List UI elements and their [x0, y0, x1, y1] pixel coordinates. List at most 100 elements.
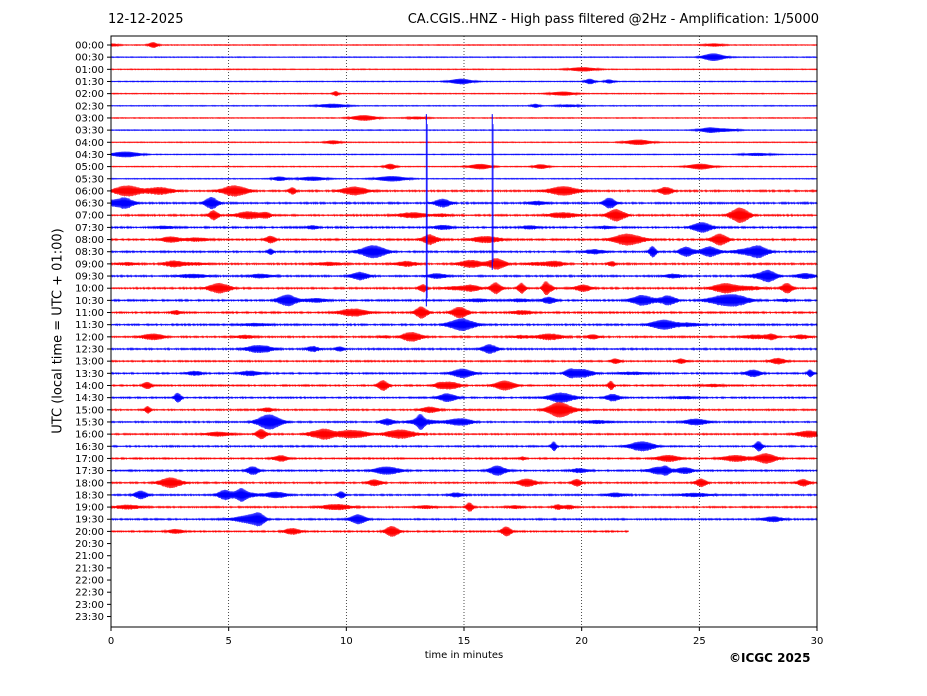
trace-row — [110, 344, 818, 354]
date-label: 12-12-2025 — [108, 12, 184, 27]
x-tick-label: 15 — [458, 636, 471, 647]
trace-row — [110, 233, 818, 246]
x-tick-label: 10 — [340, 636, 353, 647]
x-axis-ticks: 0 5 10 15 20 25 30 — [108, 627, 824, 647]
trace-row — [110, 318, 818, 331]
plot-frame — [110, 35, 818, 628]
y-tick-label: 18:00 — [75, 478, 104, 489]
seismic-traces — [110, 42, 818, 537]
trace-row — [110, 332, 818, 342]
trace-row — [110, 306, 818, 319]
y-tick-label: 06:30 — [75, 199, 104, 210]
y-tick-label: 01:30 — [75, 77, 104, 88]
y-tick-label: 01:00 — [75, 65, 104, 76]
y-tick-label: 15:30 — [75, 417, 104, 428]
y-tick-label: 13:00 — [75, 357, 104, 368]
trace-row — [110, 428, 818, 440]
x-axis-label: time in minutes — [424, 650, 504, 661]
x-tick-label: 30 — [811, 636, 824, 647]
y-tick-label: 08:00 — [75, 235, 104, 246]
y-tick-label: 11:00 — [75, 308, 104, 319]
trace-row — [110, 512, 818, 527]
y-tick-label: 12:30 — [75, 345, 104, 356]
y-tick-label: 09:00 — [75, 259, 104, 270]
y-tick-label: 02:30 — [75, 101, 104, 112]
trace-row — [110, 91, 818, 97]
y-tick-label: 14:30 — [75, 393, 104, 404]
x-tick-label: 25 — [693, 636, 706, 647]
trace-row — [110, 392, 818, 403]
y-tick-label: 19:30 — [75, 515, 104, 526]
y-tick-label: 02:00 — [75, 89, 104, 100]
y-tick-label: 16:00 — [75, 430, 104, 441]
trace-row — [110, 294, 818, 307]
y-tick-label: 17:00 — [75, 454, 104, 465]
trace-row — [110, 176, 818, 182]
y-tick-label: 03:00 — [75, 113, 104, 124]
trace-row — [110, 53, 818, 62]
trace-row — [110, 477, 818, 489]
y-tick-label: 00:30 — [75, 53, 104, 64]
trace-row — [110, 414, 818, 430]
trace-row — [110, 207, 818, 223]
y-tick-label: 07:30 — [75, 223, 104, 234]
vertical-gridlines — [228, 36, 700, 627]
y-tick-label: 22:00 — [75, 576, 104, 587]
trace-row — [110, 185, 818, 197]
y-tick-label: 11:30 — [75, 320, 104, 331]
y-tick-label: 18:30 — [75, 490, 104, 501]
y-tick-label: 07:00 — [75, 211, 104, 222]
trace-row — [110, 453, 818, 464]
trace-row — [110, 502, 818, 512]
y-tick-label: 22:30 — [75, 588, 104, 599]
y-tick-label: 15:00 — [75, 405, 104, 416]
y-tick-label: 21:00 — [75, 551, 104, 562]
y-tick-label: 17:30 — [75, 466, 104, 477]
y-tick-label: 16:30 — [75, 442, 104, 453]
x-tick-label: 0 — [108, 636, 114, 647]
y-tick-label: 05:00 — [75, 162, 104, 173]
y-tick-label: 08:30 — [75, 247, 104, 258]
trace-row — [110, 402, 818, 418]
seismic-events — [425, 114, 494, 307]
trace-row — [110, 103, 818, 109]
x-tick-label: 5 — [225, 636, 231, 647]
y-tick-label: 06:00 — [75, 186, 104, 197]
y-tick-label: 04:00 — [75, 138, 104, 149]
trace-row — [110, 488, 818, 502]
trace-row — [110, 269, 818, 283]
trace-row — [110, 139, 818, 146]
trace-row — [110, 357, 818, 365]
chart-title: CA.CGIS..HNZ - High pass filtered @2Hz -… — [407, 12, 819, 27]
trace-row — [110, 67, 818, 72]
trace-row — [110, 526, 629, 537]
y-tick-label: 10:30 — [75, 296, 104, 307]
y-tick-label: 12:00 — [75, 332, 104, 343]
y-tick-label: 14:00 — [75, 381, 104, 392]
trace-row — [110, 441, 818, 452]
trace-row — [110, 258, 818, 270]
trace-row — [110, 380, 818, 391]
trace-row — [110, 163, 818, 170]
trace-row — [110, 465, 818, 476]
trace-row — [110, 42, 818, 48]
y-tick-label: 09:30 — [75, 272, 104, 283]
trace-row — [110, 281, 818, 296]
y-tick-label: 23:30 — [75, 612, 104, 623]
y-axis-label: UTC (local time = UTC + 01:00) — [50, 228, 66, 434]
trace-row — [110, 222, 818, 233]
y-tick-label: 10:00 — [75, 284, 104, 295]
y-tick-label: 23:00 — [75, 600, 104, 611]
y-tick-label: 00:00 — [75, 41, 104, 52]
trace-row — [110, 245, 818, 259]
y-tick-label: 20:30 — [75, 539, 104, 550]
trace-row — [110, 115, 818, 121]
y-tick-label: 13:30 — [75, 369, 104, 380]
y-tick-label: 03:30 — [75, 126, 104, 137]
y-tick-label: 05:30 — [75, 174, 104, 185]
x-tick-label: 20 — [575, 636, 588, 647]
y-tick-label: 20:00 — [75, 527, 104, 538]
y-tick-label: 19:00 — [75, 503, 104, 514]
